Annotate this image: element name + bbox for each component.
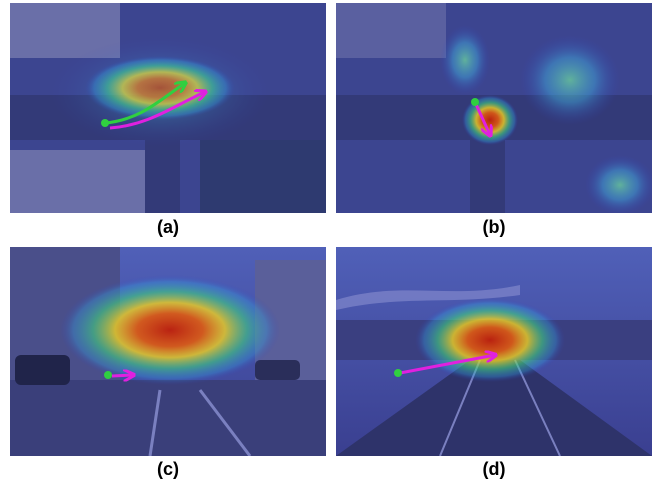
panel-c-image — [10, 247, 326, 456]
panel-b-image — [336, 3, 655, 215]
panel-label: (d) — [483, 459, 506, 479]
panel-label: (b) — [483, 217, 506, 237]
panel-label: (c) — [157, 459, 179, 479]
figure: (a) (b) (c) (d — [0, 0, 658, 485]
panel-d-image — [336, 247, 652, 456]
panel-a-image — [10, 3, 326, 213]
panel-label: (a) — [157, 217, 179, 237]
